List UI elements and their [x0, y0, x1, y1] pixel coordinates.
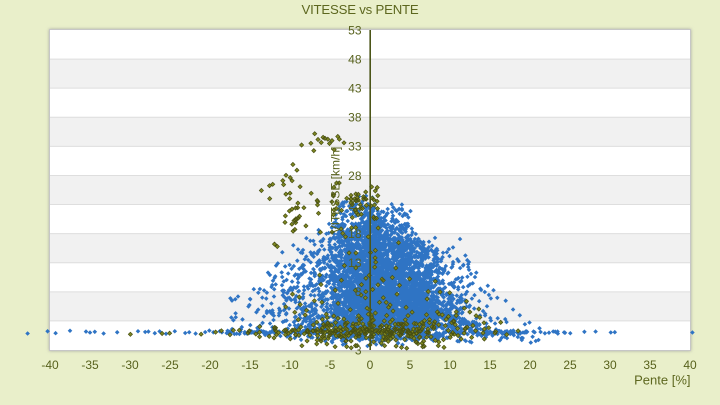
svg-text:-25: -25 — [161, 358, 179, 372]
svg-text:0: 0 — [367, 358, 374, 372]
svg-text:20: 20 — [523, 358, 537, 372]
svg-text:-5: -5 — [325, 358, 336, 372]
svg-text:38: 38 — [348, 111, 362, 125]
svg-text:35: 35 — [643, 358, 657, 372]
svg-text:33: 33 — [348, 140, 362, 154]
svg-text:3: 3 — [355, 314, 362, 328]
svg-text:-35: -35 — [81, 358, 99, 372]
svg-text:18: 18 — [348, 227, 362, 241]
svg-text:25: 25 — [563, 358, 577, 372]
svg-text:30: 30 — [603, 358, 617, 372]
svg-text:15: 15 — [483, 358, 497, 372]
svg-text:-40: -40 — [41, 358, 59, 372]
svg-text:-15: -15 — [241, 358, 259, 372]
svg-text:40: 40 — [683, 358, 697, 372]
svg-text:VITESSE vs PENTE: VITESSE vs PENTE — [302, 2, 419, 17]
svg-text:53: 53 — [348, 23, 362, 37]
svg-text:8: 8 — [355, 285, 362, 299]
svg-text:13: 13 — [348, 256, 362, 270]
svg-text:43: 43 — [348, 81, 362, 95]
svg-text:Pente [%]: Pente [%] — [634, 373, 690, 388]
svg-text:23: 23 — [348, 198, 362, 212]
svg-text:-10: -10 — [281, 358, 299, 372]
svg-text:48: 48 — [348, 52, 362, 66]
svg-text:-30: -30 — [121, 358, 139, 372]
svg-text:-20: -20 — [201, 358, 219, 372]
svg-text:VITESSE [km/h]: VITESSE [km/h] — [329, 147, 343, 234]
svg-text:5: 5 — [407, 358, 414, 372]
svg-text:10: 10 — [443, 358, 457, 372]
svg-text:28: 28 — [348, 169, 362, 183]
svg-text:3: 3 — [355, 343, 362, 357]
